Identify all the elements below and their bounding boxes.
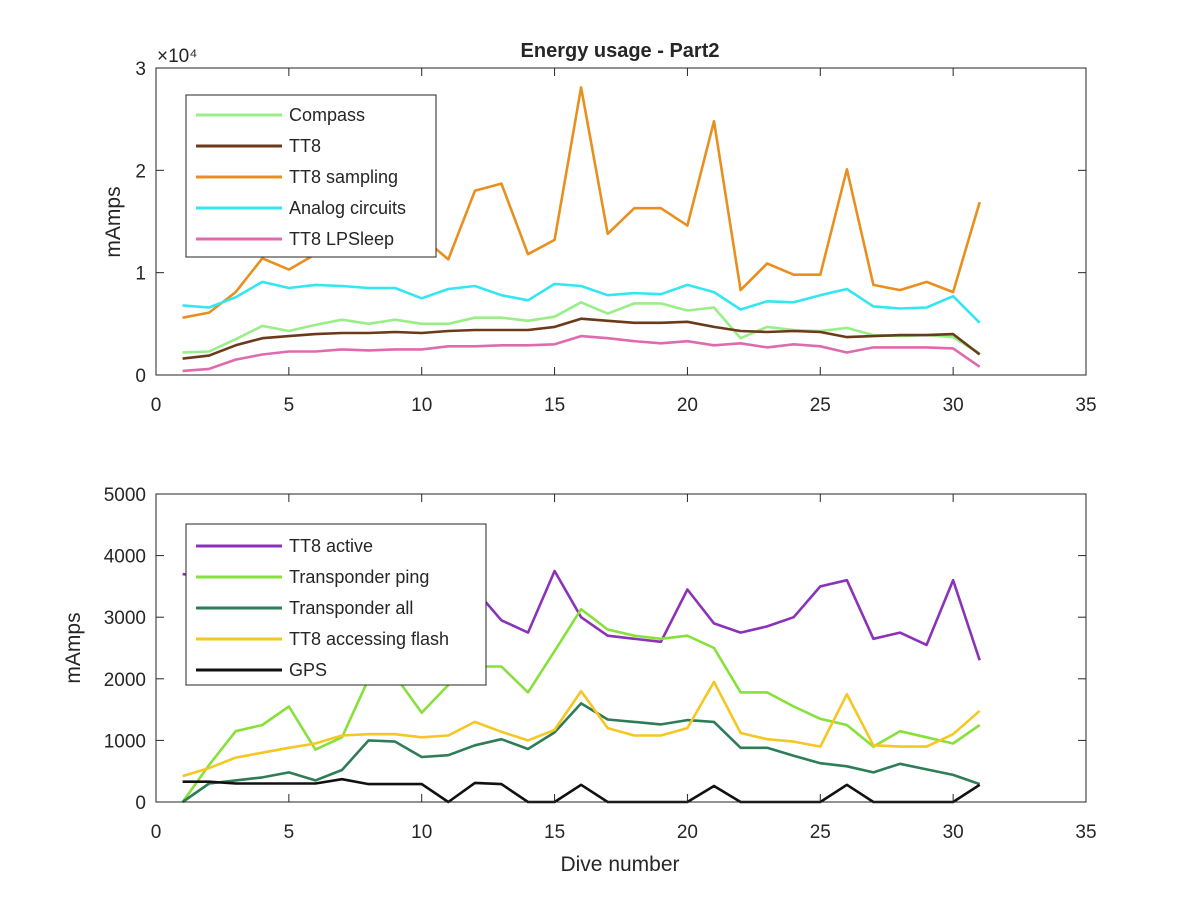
axes-box bbox=[155, 67, 1087, 376]
y-tick-label: 3 bbox=[135, 59, 146, 80]
series-line-2 bbox=[182, 317, 981, 360]
legend-box bbox=[185, 523, 487, 686]
x-tick-label: 5 bbox=[284, 822, 295, 843]
legend-label: Transponder ping bbox=[289, 567, 429, 587]
series-line-2 bbox=[181, 607, 981, 803]
series-line-4 bbox=[182, 280, 981, 324]
y-multiplier: ×10⁴ bbox=[157, 46, 197, 67]
series-line-4 bbox=[182, 680, 981, 778]
x-tick-label: 15 bbox=[544, 822, 565, 843]
x-tick-label: 25 bbox=[810, 395, 831, 416]
x-tick-label: 25 bbox=[810, 822, 831, 843]
legend-label: TT8 sampling bbox=[289, 167, 398, 187]
chart-title: Energy usage - Part2 bbox=[521, 40, 720, 62]
legend-label: TT8 active bbox=[289, 536, 373, 556]
x-tick-label: 15 bbox=[544, 395, 565, 416]
y-axis-label: mAmps bbox=[62, 612, 85, 683]
x-ticks: 0 5 10 15 20 25 30 35 bbox=[151, 494, 1097, 843]
y-tick-label: 4000 bbox=[104, 547, 146, 568]
x-tick-label: 5 bbox=[284, 395, 295, 416]
y-axis-label: mAmps bbox=[102, 186, 125, 257]
x-axis-label: Dive number bbox=[560, 853, 679, 876]
y-tick-label: 0 bbox=[135, 366, 146, 387]
series-line-3 bbox=[181, 702, 981, 804]
x-tick-label: 20 bbox=[677, 395, 698, 416]
legend-label: TT8 bbox=[289, 136, 321, 156]
y-ticks: 0 1 2 3 bbox=[135, 59, 1086, 387]
legend: TT8 active Transponder ping Transponder al… bbox=[185, 523, 487, 686]
legend-label: TT8 LPSleep bbox=[289, 229, 394, 249]
series-line-5 bbox=[182, 777, 981, 804]
legend-label: GPS bbox=[289, 660, 327, 680]
legend-label: Transponder all bbox=[289, 598, 413, 618]
bottom-axes: mAmps Dive number 0 5 10 15 20 25 30 35 0 1000 20… bbox=[62, 485, 1097, 876]
y-tick-label: 3000 bbox=[104, 608, 146, 629]
y-tick-label: 5000 bbox=[104, 485, 146, 506]
y-tick-label: 1000 bbox=[104, 731, 146, 752]
x-tick-label: 30 bbox=[943, 822, 964, 843]
y-ticks: 0 1000 2000 3000 4000 5000 bbox=[104, 485, 1086, 814]
x-tick-label: 0 bbox=[151, 822, 162, 843]
legend-label: TT8 accessing flash bbox=[289, 629, 449, 649]
legend: Compass TT8 TT8 sampling Analog circuits TT8… bbox=[185, 94, 437, 258]
y-tick-label: 1 bbox=[135, 264, 146, 285]
y-tick-label: 0 bbox=[135, 793, 146, 814]
y-tick-label: 2 bbox=[135, 161, 146, 182]
x-tick-label: 20 bbox=[677, 822, 698, 843]
y-tick-label: 2000 bbox=[104, 670, 146, 691]
legend-label: Compass bbox=[289, 105, 365, 125]
top-axes: Energy usage - Part2 ×10⁴ mAmps 0 5 10 15 20… bbox=[102, 40, 1097, 416]
series-line-5 bbox=[182, 334, 981, 373]
x-tick-label: 35 bbox=[1075, 395, 1096, 416]
legend-label: Analog circuits bbox=[289, 198, 406, 218]
series-line-1 bbox=[182, 300, 981, 355]
x-ticks: 0 5 10 15 20 25 30 35 bbox=[151, 68, 1097, 416]
x-tick-label: 10 bbox=[411, 822, 432, 843]
x-tick-label: 35 bbox=[1075, 822, 1096, 843]
axes-box bbox=[155, 493, 1087, 803]
x-tick-label: 0 bbox=[151, 395, 162, 416]
plot-area bbox=[181, 569, 981, 804]
plot-area bbox=[182, 86, 981, 373]
x-tick-label: 10 bbox=[411, 395, 432, 416]
x-tick-label: 30 bbox=[943, 395, 964, 416]
